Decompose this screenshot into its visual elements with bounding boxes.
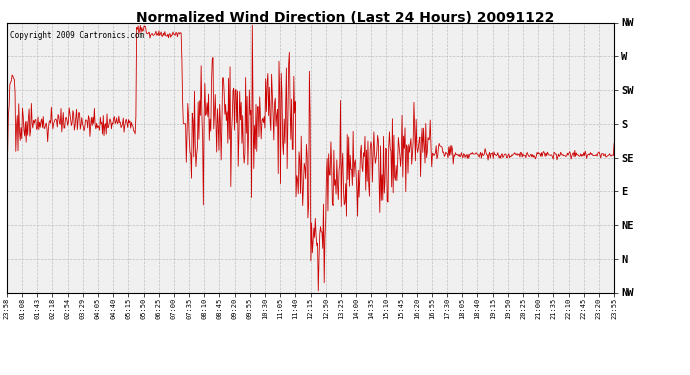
Text: Copyright 2009 Cartronics.com: Copyright 2009 Cartronics.com: [10, 31, 144, 40]
Text: Normalized Wind Direction (Last 24 Hours) 20091122: Normalized Wind Direction (Last 24 Hours…: [136, 11, 554, 25]
